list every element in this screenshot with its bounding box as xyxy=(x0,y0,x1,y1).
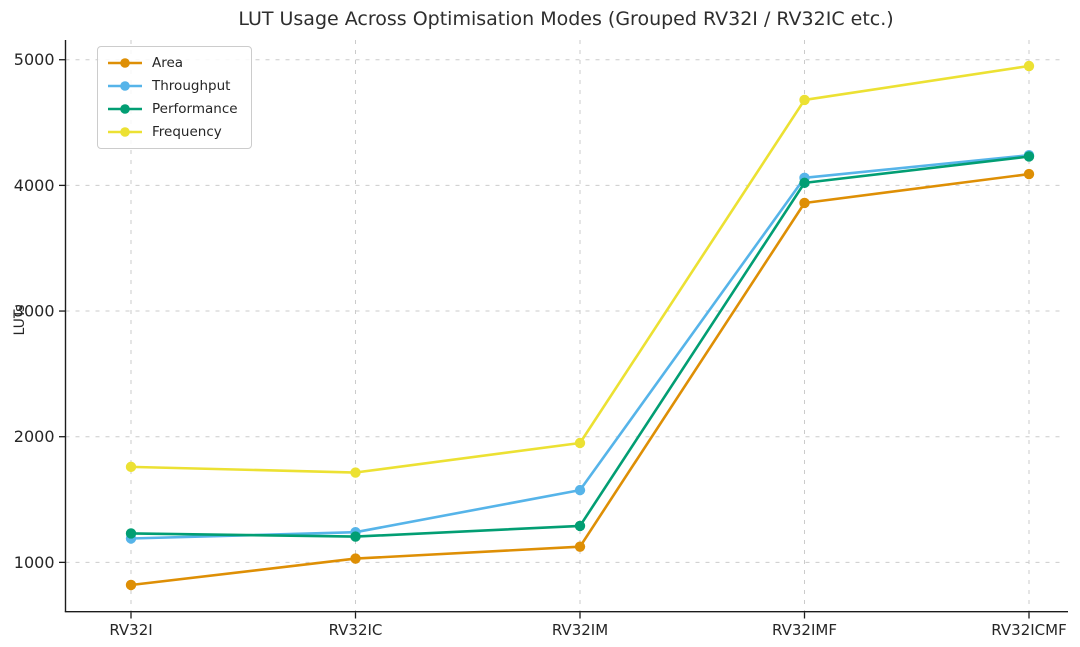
data-point-frequency-RV32ICMF xyxy=(1023,60,1035,72)
data-point-performance-RV32IM xyxy=(574,520,586,532)
legend-marker-performance xyxy=(108,104,142,114)
data-point-frequency-RV32IC xyxy=(350,467,361,478)
y-tick-label: 3000 xyxy=(14,302,55,321)
data-point-area-RV32IMF xyxy=(799,197,810,209)
legend-item-throughput: Throughput xyxy=(107,77,238,95)
data-point-performance-RV32ICMF xyxy=(1023,151,1035,162)
data-point-area-RV32ICMF xyxy=(1023,168,1035,180)
legend-label-area: Area xyxy=(152,55,184,71)
y-tick-label: 4000 xyxy=(14,176,55,195)
x-tick-label: RV32I xyxy=(109,621,152,639)
data-point-area-RV32IM xyxy=(574,541,586,552)
y-tick-label: 1000 xyxy=(14,553,55,572)
data-point-performance-RV32IMF xyxy=(799,177,810,189)
legend-item-performance: Performance xyxy=(107,100,238,118)
legend-label-throughput: Throughput xyxy=(152,78,231,94)
legend-label-frequency: Frequency xyxy=(152,124,222,140)
legend-marker-area xyxy=(108,58,142,68)
legend-label-performance: Performance xyxy=(152,101,238,117)
data-point-frequency-RV32I xyxy=(125,461,137,473)
data-point-frequency-RV32IM xyxy=(574,437,586,449)
legend-item-area: Area xyxy=(107,54,238,72)
legend: Area Throughput Performance Frequency xyxy=(97,46,252,149)
data-point-frequency-RV32IMF xyxy=(799,94,810,106)
y-tick-label: 2000 xyxy=(14,427,55,446)
x-tick-label: RV32ICMF xyxy=(991,621,1066,639)
data-point-throughput-RV32IM xyxy=(574,484,586,496)
chart-title: LUT Usage Across Optimisation Modes (Gro… xyxy=(238,8,894,30)
data-point-area-RV32IC xyxy=(350,553,361,564)
legend-marker-frequency xyxy=(108,127,142,137)
legend-item-frequency: Frequency xyxy=(107,123,238,141)
legend-marker-throughput xyxy=(108,81,142,91)
data-point-performance-RV32I xyxy=(125,528,137,539)
data-point-area-RV32I xyxy=(125,579,137,591)
x-tick-label: RV32IMF xyxy=(772,621,837,639)
x-tick-label: RV32IC xyxy=(329,621,383,639)
y-tick-label: 5000 xyxy=(14,50,55,69)
data-point-performance-RV32IC xyxy=(350,531,361,542)
x-tick-label: RV32IM xyxy=(552,621,608,639)
